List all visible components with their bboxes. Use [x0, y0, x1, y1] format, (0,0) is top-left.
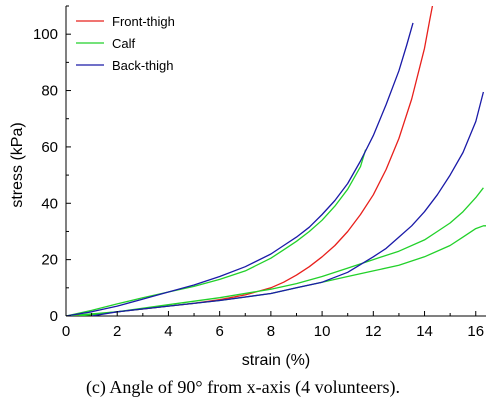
- x-tick-label: 6: [215, 323, 223, 340]
- x-tick-label: 14: [416, 323, 433, 340]
- figure-caption: (c) Angle of 90° from x-axis (4 voluntee…: [85, 377, 401, 397]
- plot-frame-group: [65, 6, 486, 317]
- y-tick-label: 80: [41, 83, 58, 100]
- legend-label-calf: Calf: [112, 36, 136, 51]
- y-tick-label: 100: [33, 26, 58, 43]
- y-tick-label: 40: [41, 195, 58, 212]
- x-tick-label: 4: [164, 323, 172, 340]
- series-line-calf-1: [66, 149, 367, 316]
- legend-label-back-thigh: Back-thigh: [112, 58, 173, 73]
- y-tick-label: 20: [41, 252, 58, 269]
- y-tick-label: 0: [50, 308, 58, 325]
- axis-ticks: 0 2 4 6 8 10 12 14 16 0 20 40 60 80 100: [33, 5, 484, 340]
- x-tick-label: 16: [467, 323, 484, 340]
- legend-label-front-thigh: Front-thigh: [112, 14, 175, 29]
- x-tick-label: 0: [62, 323, 70, 340]
- x-tick-label: 2: [113, 323, 121, 340]
- y-axis-title: stress (kPa): [9, 122, 26, 207]
- series-line-back-thigh-1: [66, 22, 414, 316]
- legend: Front-thigh Calf Back-thigh: [76, 14, 175, 73]
- x-tick-label: 12: [365, 323, 382, 340]
- series-line-back-thigh-2: [91, 91, 485, 316]
- x-tick-label: 8: [267, 323, 275, 340]
- y-tick-label: 60: [41, 139, 58, 156]
- series-curves: [66, 6, 486, 316]
- x-axis-title: strain (%): [242, 352, 310, 369]
- x-tick-label: 10: [314, 323, 331, 340]
- stress-strain-chart: 0 2 4 6 8 10 12 14 16 0 20 40 60 80 100 Front-thigh Ca…: [9, 5, 486, 369]
